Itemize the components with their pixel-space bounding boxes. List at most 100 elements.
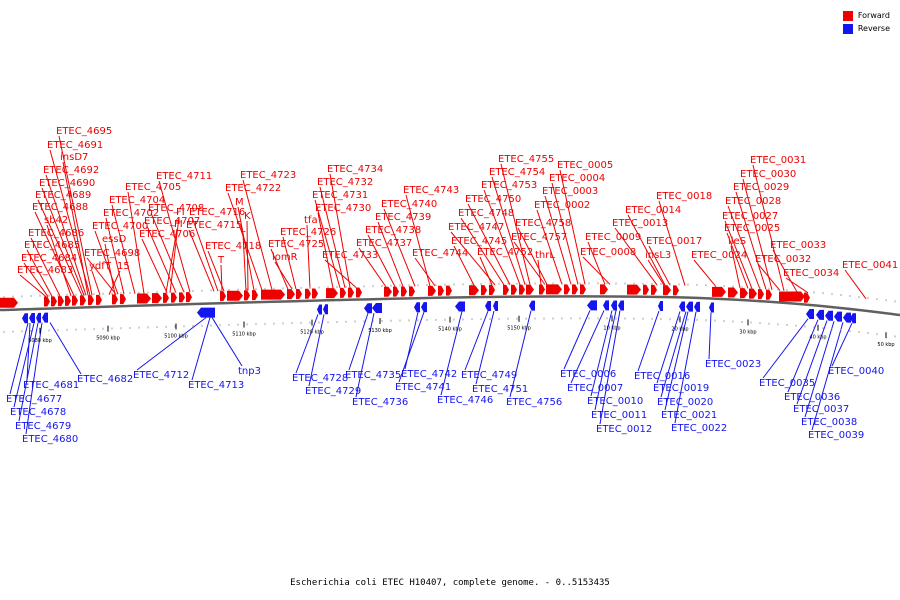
forward-gene-label: ydfT xyxy=(89,261,112,272)
forward-gene-label: ETEC_4708 xyxy=(148,203,204,214)
forward-leader-line xyxy=(37,199,83,296)
forward-gene-label: ETEC_0003 xyxy=(542,186,598,197)
forward-gene xyxy=(758,289,764,300)
genome-backbone xyxy=(0,295,900,317)
forward-leader-line xyxy=(517,227,548,285)
forward-leader-line xyxy=(467,203,511,286)
reverse-gene-label: ETEC_0016 xyxy=(634,371,690,382)
forward-gene-label: ETEC_4725 xyxy=(268,239,324,250)
reverse-leader-line xyxy=(787,319,819,393)
reverse-gene xyxy=(42,312,48,323)
reverse-gene-label: ETEC_4741 xyxy=(395,382,451,393)
reverse-leader-line xyxy=(13,322,35,408)
forward-gene xyxy=(0,297,18,308)
reverse-gene-label: ETEC_4749 xyxy=(461,370,517,381)
reverse-leader-line xyxy=(398,311,425,383)
forward-gene xyxy=(489,284,495,295)
reverse-gene-label: ETEC_0019 xyxy=(653,383,709,394)
forward-gene xyxy=(663,285,671,296)
reverse-leader-line xyxy=(25,322,43,435)
forward-gene-label: ETEC_4730 xyxy=(315,203,371,214)
forward-leader-line xyxy=(41,187,85,296)
reverse-leader-line xyxy=(9,323,29,395)
forward-gene xyxy=(326,288,338,299)
forward-gene xyxy=(519,284,525,295)
forward-leader-line xyxy=(742,178,773,291)
scale-ticks: 5080 kbp 5090 kbp 5100 kbp 5110 kbp 5120 kbp… xyxy=(3,282,896,348)
forward-gene-label: ETEC_0024 xyxy=(691,250,747,261)
forward-gene-label: ETEC_4755 xyxy=(498,154,554,165)
reverse-gene-label: ETEC_0039 xyxy=(808,430,864,441)
reverse-gene-label: ETEC_0035 xyxy=(759,378,815,389)
reverse-gene-label: ETEC_4679 xyxy=(15,421,71,432)
forward-gene-label: ETEC_4683 xyxy=(17,265,73,276)
forward-leader-line xyxy=(627,214,666,286)
reverse-gene-label: ETEC_4713 xyxy=(188,380,244,391)
forward-leader-line xyxy=(242,233,247,291)
reverse-gene-label: ETEC_4746 xyxy=(437,395,493,406)
forward-leader-line xyxy=(491,176,526,285)
forward-gene xyxy=(227,290,243,301)
forward-leader-line xyxy=(23,262,49,297)
reverse-leader-line xyxy=(664,311,689,411)
reverse-leader-line xyxy=(656,311,681,384)
tick-label: 5150 kbp xyxy=(507,326,531,332)
forward-leader-line xyxy=(772,249,798,293)
reverse-gene xyxy=(421,302,427,313)
reverse-gene xyxy=(843,312,851,323)
reverse-leader-line xyxy=(570,310,605,384)
forward-gene xyxy=(766,289,772,300)
forward-gene xyxy=(749,288,757,299)
forward-gene xyxy=(564,284,570,295)
forward-gene xyxy=(287,289,295,300)
forward-gene-label: ETEC_4707 xyxy=(144,216,200,227)
forward-gene-label: ETEC_0028 xyxy=(725,196,781,207)
forward-gene xyxy=(503,284,509,295)
reverse-gene xyxy=(317,304,322,315)
tick-label: 20 kbp xyxy=(671,326,688,332)
reverse-gene-label: ETEC_4680 xyxy=(22,434,78,445)
forward-leader-line xyxy=(26,249,53,297)
tick-label: 5100 kbp xyxy=(164,334,188,340)
forward-gene xyxy=(409,286,415,297)
forward-leader-line xyxy=(693,259,717,288)
forward-gene xyxy=(340,287,346,298)
tick-label: 40 kbp xyxy=(809,335,826,341)
forward-leader-line xyxy=(752,164,785,291)
reverse-gene-label: ETEC_0022 xyxy=(671,423,727,434)
tick-label: 5090 kbp xyxy=(96,336,120,342)
forward-gene-label: ETEC_4706 xyxy=(139,229,195,240)
forward-leader-line xyxy=(414,257,436,287)
forward-leader-line xyxy=(188,229,215,292)
forward-gene-label: T xyxy=(217,255,225,266)
reverse-gene-label: ETEC_4682 xyxy=(77,374,133,385)
forward-gene xyxy=(96,294,102,305)
forward-gene xyxy=(244,290,250,301)
forward-gene xyxy=(65,295,71,306)
forward-gene-label: K xyxy=(244,211,251,222)
reverse-gene-label: ETEC_0006 xyxy=(560,369,616,380)
reverse-gene-label: tnp3 xyxy=(238,366,261,377)
reverse-gene xyxy=(850,313,856,324)
reverse-gene xyxy=(686,301,693,312)
reverse-gene-label: ETEC_0012 xyxy=(596,424,652,435)
forward-gene xyxy=(393,286,399,297)
forward-leader-line xyxy=(169,216,180,293)
forward-gene-label: ETEC_4734 xyxy=(327,164,383,175)
forward-gene xyxy=(643,284,649,295)
reverse-leader-line xyxy=(211,317,243,367)
reverse-gene xyxy=(806,308,814,319)
forward-gene-label: ETEC_4711 xyxy=(156,171,212,182)
forward-gene-label: ETEC_0031 xyxy=(750,155,806,166)
reverse-gene-label: ETEC_0038 xyxy=(801,417,857,428)
forward-gene xyxy=(72,295,78,306)
forward-gene xyxy=(80,295,86,306)
forward-gene-label: ETEC_4747 xyxy=(448,222,504,233)
reverse-leader-line xyxy=(594,310,617,411)
reverse-gene xyxy=(29,313,35,324)
forward-leader-line xyxy=(727,205,761,290)
reverse-leader-line xyxy=(308,314,325,387)
forward-leader-line xyxy=(377,221,404,287)
forward-leader-line xyxy=(127,191,145,294)
reverse-leader-line xyxy=(26,323,31,381)
